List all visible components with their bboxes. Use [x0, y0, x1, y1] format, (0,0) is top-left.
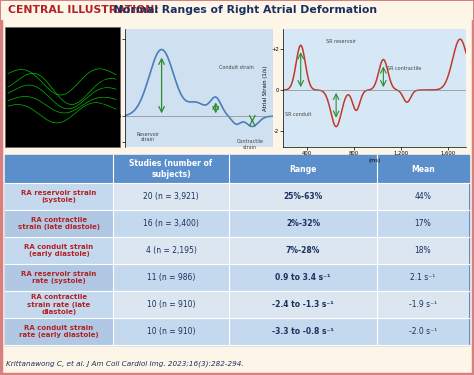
Text: -2.4 to -1.3 s⁻¹: -2.4 to -1.3 s⁻¹ — [272, 300, 334, 309]
Text: RA conduit strain
rate (early diastole): RA conduit strain rate (early diastole) — [19, 325, 99, 338]
FancyBboxPatch shape — [5, 318, 469, 345]
FancyBboxPatch shape — [5, 210, 113, 237]
X-axis label: (ms): (ms) — [368, 158, 381, 162]
Text: Range: Range — [289, 165, 317, 174]
Text: 4 (n = 2,195): 4 (n = 2,195) — [146, 246, 196, 255]
FancyBboxPatch shape — [5, 264, 113, 291]
FancyBboxPatch shape — [5, 264, 469, 291]
Text: Reservoir
strain: Reservoir strain — [136, 132, 159, 142]
Text: 44%: 44% — [415, 192, 431, 201]
Text: RA reservoir strain
rate (systole): RA reservoir strain rate (systole) — [21, 271, 97, 284]
FancyBboxPatch shape — [5, 291, 469, 318]
Text: RA conduit strain
(early diastole): RA conduit strain (early diastole) — [25, 244, 93, 257]
Text: Mean: Mean — [411, 165, 435, 174]
Text: 17%: 17% — [415, 219, 431, 228]
Text: Contractile
strain: Contractile strain — [237, 139, 264, 150]
Text: 25%-63%: 25%-63% — [283, 192, 323, 201]
FancyBboxPatch shape — [5, 27, 120, 147]
Text: Conduit strain: Conduit strain — [219, 65, 254, 70]
Text: 20 (n = 3,921): 20 (n = 3,921) — [143, 192, 199, 201]
Text: 10 (n = 910): 10 (n = 910) — [147, 327, 195, 336]
FancyBboxPatch shape — [5, 291, 113, 318]
Text: 0.9 to 3.4 s⁻¹: 0.9 to 3.4 s⁻¹ — [275, 273, 331, 282]
FancyBboxPatch shape — [5, 155, 469, 183]
Text: -3.3 to -0.8 s⁻¹: -3.3 to -0.8 s⁻¹ — [272, 327, 334, 336]
Text: RA contractile
strain (late diastole): RA contractile strain (late diastole) — [18, 217, 100, 230]
Text: 16 (n = 3,400): 16 (n = 3,400) — [143, 219, 199, 228]
Text: 18%: 18% — [415, 246, 431, 255]
Text: Normal Ranges of Right Atrial Deformation: Normal Ranges of Right Atrial Deformatio… — [110, 5, 377, 15]
Text: 2%-32%: 2%-32% — [286, 219, 320, 228]
FancyBboxPatch shape — [5, 183, 469, 210]
Text: Studies (number of
subjects): Studies (number of subjects) — [129, 159, 213, 179]
Text: CENTRAL ILLUSTRATION:: CENTRAL ILLUSTRATION: — [8, 5, 159, 15]
FancyBboxPatch shape — [5, 237, 469, 264]
Text: SR conduit: SR conduit — [285, 112, 312, 117]
FancyBboxPatch shape — [1, 1, 473, 20]
Text: RA contractile
strain rate (late
diastole): RA contractile strain rate (late diastol… — [27, 294, 91, 315]
FancyBboxPatch shape — [5, 183, 113, 210]
Text: SR reservoir: SR reservoir — [326, 39, 356, 44]
Text: -1.9 s⁻¹: -1.9 s⁻¹ — [409, 300, 437, 309]
FancyBboxPatch shape — [5, 155, 469, 345]
FancyBboxPatch shape — [5, 210, 469, 237]
Text: 7%-28%: 7%-28% — [286, 246, 320, 255]
Text: 11 (n = 986): 11 (n = 986) — [147, 273, 195, 282]
FancyBboxPatch shape — [5, 237, 113, 264]
FancyBboxPatch shape — [5, 318, 113, 345]
Y-axis label: Atrial Strain (%): Atrial Strain (%) — [102, 67, 107, 109]
Text: SR contractile: SR contractile — [387, 66, 421, 71]
Text: 10 (n = 910): 10 (n = 910) — [147, 300, 195, 309]
Text: RA reservoir strain
(systole): RA reservoir strain (systole) — [21, 190, 97, 203]
Y-axis label: Atrial Strain (1/s): Atrial Strain (1/s) — [263, 65, 268, 111]
Text: 2.1 s⁻¹: 2.1 s⁻¹ — [410, 273, 436, 282]
Text: -2.0 s⁻¹: -2.0 s⁻¹ — [409, 327, 437, 336]
Text: Krittanawong C, et al. J Am Coll Cardiol Img. 2023;16(3):282-294.: Krittanawong C, et al. J Am Coll Cardiol… — [6, 360, 244, 367]
